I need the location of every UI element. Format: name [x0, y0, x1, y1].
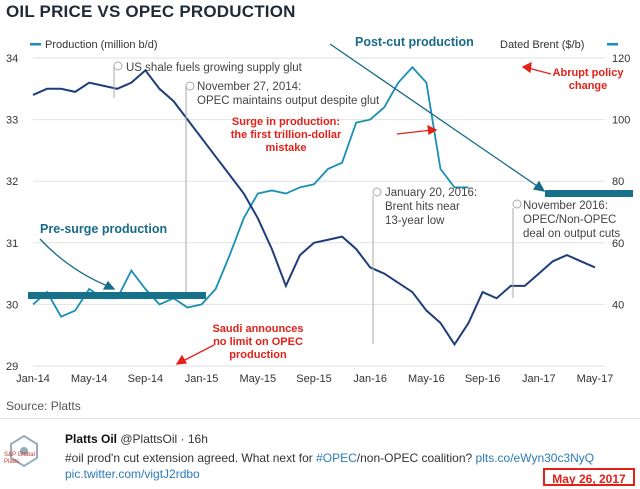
annotation-nov2016-2: OPEC/Non-OPEC	[523, 214, 616, 226]
right-tick-label: 120	[612, 53, 630, 65]
pre-surge-bar	[28, 292, 206, 299]
annotation-nov2014-1: November 27, 2014:	[197, 81, 301, 93]
post-cut-bar	[545, 190, 633, 197]
tweet-text-2: /non-OPEC coalition?	[356, 451, 476, 465]
x-tick-label: May-15	[239, 373, 276, 385]
left-tick-label: 34	[6, 53, 18, 65]
left-tick-label: 30	[6, 299, 18, 311]
legend-brent: Dated Brent ($/b)	[500, 39, 584, 51]
logo-caption: S&P Global Platts	[4, 452, 35, 466]
left-tick-label: 33	[6, 115, 18, 127]
annotation-surge-3: mistake	[266, 142, 307, 154]
x-tick-label: Jan-14	[16, 373, 50, 385]
tweet-link-1[interactable]: plts.co/eWyn30c3NyQ	[475, 451, 595, 465]
x-tick-label: Sep-16	[465, 373, 500, 385]
logo-caption-2: Platts	[4, 459, 20, 465]
x-axis-ticks: Jan-14 May-14 Sep-14 Jan-15 May-15 Sep-15 Jan-…	[16, 373, 613, 385]
legend-brent-swatch	[607, 43, 618, 46]
platts-logo-icon	[10, 434, 38, 468]
tweet-handle[interactable]: @PlattsOil · 16h	[120, 432, 208, 446]
x-tick-label: May-17	[577, 373, 614, 385]
left-tick-label: 29	[6, 361, 18, 373]
left-tick-label: 32	[6, 176, 18, 188]
annotation-surge-2: the first trillion-dollar	[231, 129, 342, 141]
arrow-pre-surge-head	[102, 280, 116, 290]
annotation-surge-1: Surge in production:	[232, 116, 340, 128]
tweet-body: #oil prod'n cut extension agreed. What n…	[65, 450, 635, 482]
annotation-jan2016-1: January 20, 2016:	[385, 187, 477, 199]
legend-production: Production (million b/d)	[45, 39, 158, 51]
callout-dot-shale	[113, 61, 123, 71]
right-tick-label: 40	[612, 299, 624, 311]
arrow-post-cut	[329, 43, 541, 189]
annotation-saudi-1: Saudi announces	[212, 323, 303, 335]
arrow-surge	[396, 129, 433, 135]
chart-title: OIL PRICE VS OPEC PRODUCTION	[6, 2, 296, 21]
legend-production-swatch	[30, 43, 41, 46]
logo-caption-1: S&P Global	[4, 452, 35, 458]
right-tick-label: 80	[612, 176, 624, 188]
annotation-saudi-3: production	[229, 349, 287, 361]
chart: 29 30 31 32 33 34 40 60 80 100 120 Jan-14 May-14 Se…	[6, 35, 633, 385]
arrow-pre-surge	[39, 238, 111, 288]
annotation-shale: US shale fuels growing supply glut	[126, 62, 303, 74]
tweet-header: Platts Oil @PlattsOil · 16h	[65, 432, 208, 446]
annotation-pre-surge: Pre-surge production	[40, 222, 167, 236]
callout-dot-nov2014	[185, 81, 195, 91]
callout-dot-nov2016	[512, 199, 522, 209]
x-tick-label: Sep-15	[296, 373, 331, 385]
divider	[0, 418, 640, 419]
date-badge: May 26, 2017	[543, 468, 635, 486]
annotation-saudi-2: no limit on OPEC	[213, 336, 303, 348]
right-tick-label: 100	[612, 115, 630, 127]
arrow-surge-head	[427, 124, 438, 136]
annotation-post-cut: Post-cut production	[355, 35, 474, 49]
annotation-jan2016-2: Brent hits near	[385, 201, 460, 213]
arrow-saudi-head	[175, 354, 188, 365]
arrow-abrupt-head	[521, 61, 532, 74]
tweet-user[interactable]: Platts Oil	[65, 432, 118, 446]
tweet-card[interactable]: Platts Oil @PlattsOil · 16h #oil prod'n …	[0, 420, 640, 489]
tweet-link-2[interactable]: pic.twitter.com/vigtJ2rdbo	[65, 467, 200, 481]
right-tick-label: 60	[612, 238, 624, 250]
annotation-abrupt-2: change	[569, 80, 608, 92]
x-tick-label: May-16	[408, 373, 445, 385]
arrow-abrupt	[527, 67, 552, 75]
annotation-nov2016-3: deal on output cuts	[523, 228, 620, 240]
source-note: Source: Platts	[6, 399, 81, 413]
callout-dot-jan2016	[372, 187, 382, 197]
arrow-saudi	[180, 344, 215, 363]
annotation-nov2016-1: November 2016:	[523, 200, 608, 212]
x-tick-label: Jan-16	[353, 373, 387, 385]
tweet-text-1: #oil prod'n cut extension agreed. What n…	[65, 451, 317, 465]
grid-lines	[33, 57, 605, 367]
left-axis-ticks: 29 30 31 32 33 34	[6, 53, 18, 373]
left-tick-label: 31	[6, 238, 18, 250]
x-tick-label: Jan-17	[522, 373, 556, 385]
production-line	[32, 68, 596, 347]
x-tick-label: Jan-15	[185, 373, 219, 385]
tweet-hashtag[interactable]: #OPEC	[316, 451, 357, 465]
x-tick-label: Sep-14	[128, 373, 163, 385]
annotation-abrupt-1: Abrupt policy	[553, 67, 625, 79]
arrow-post-cut-head	[532, 180, 546, 192]
right-axis-ticks: 40 60 80 100 120	[612, 53, 630, 311]
annotation-jan2016-3: 13-year low	[385, 215, 445, 227]
x-tick-label: May-14	[71, 373, 108, 385]
annotation-nov2014-2: OPEC maintains output despite glut	[197, 95, 380, 107]
